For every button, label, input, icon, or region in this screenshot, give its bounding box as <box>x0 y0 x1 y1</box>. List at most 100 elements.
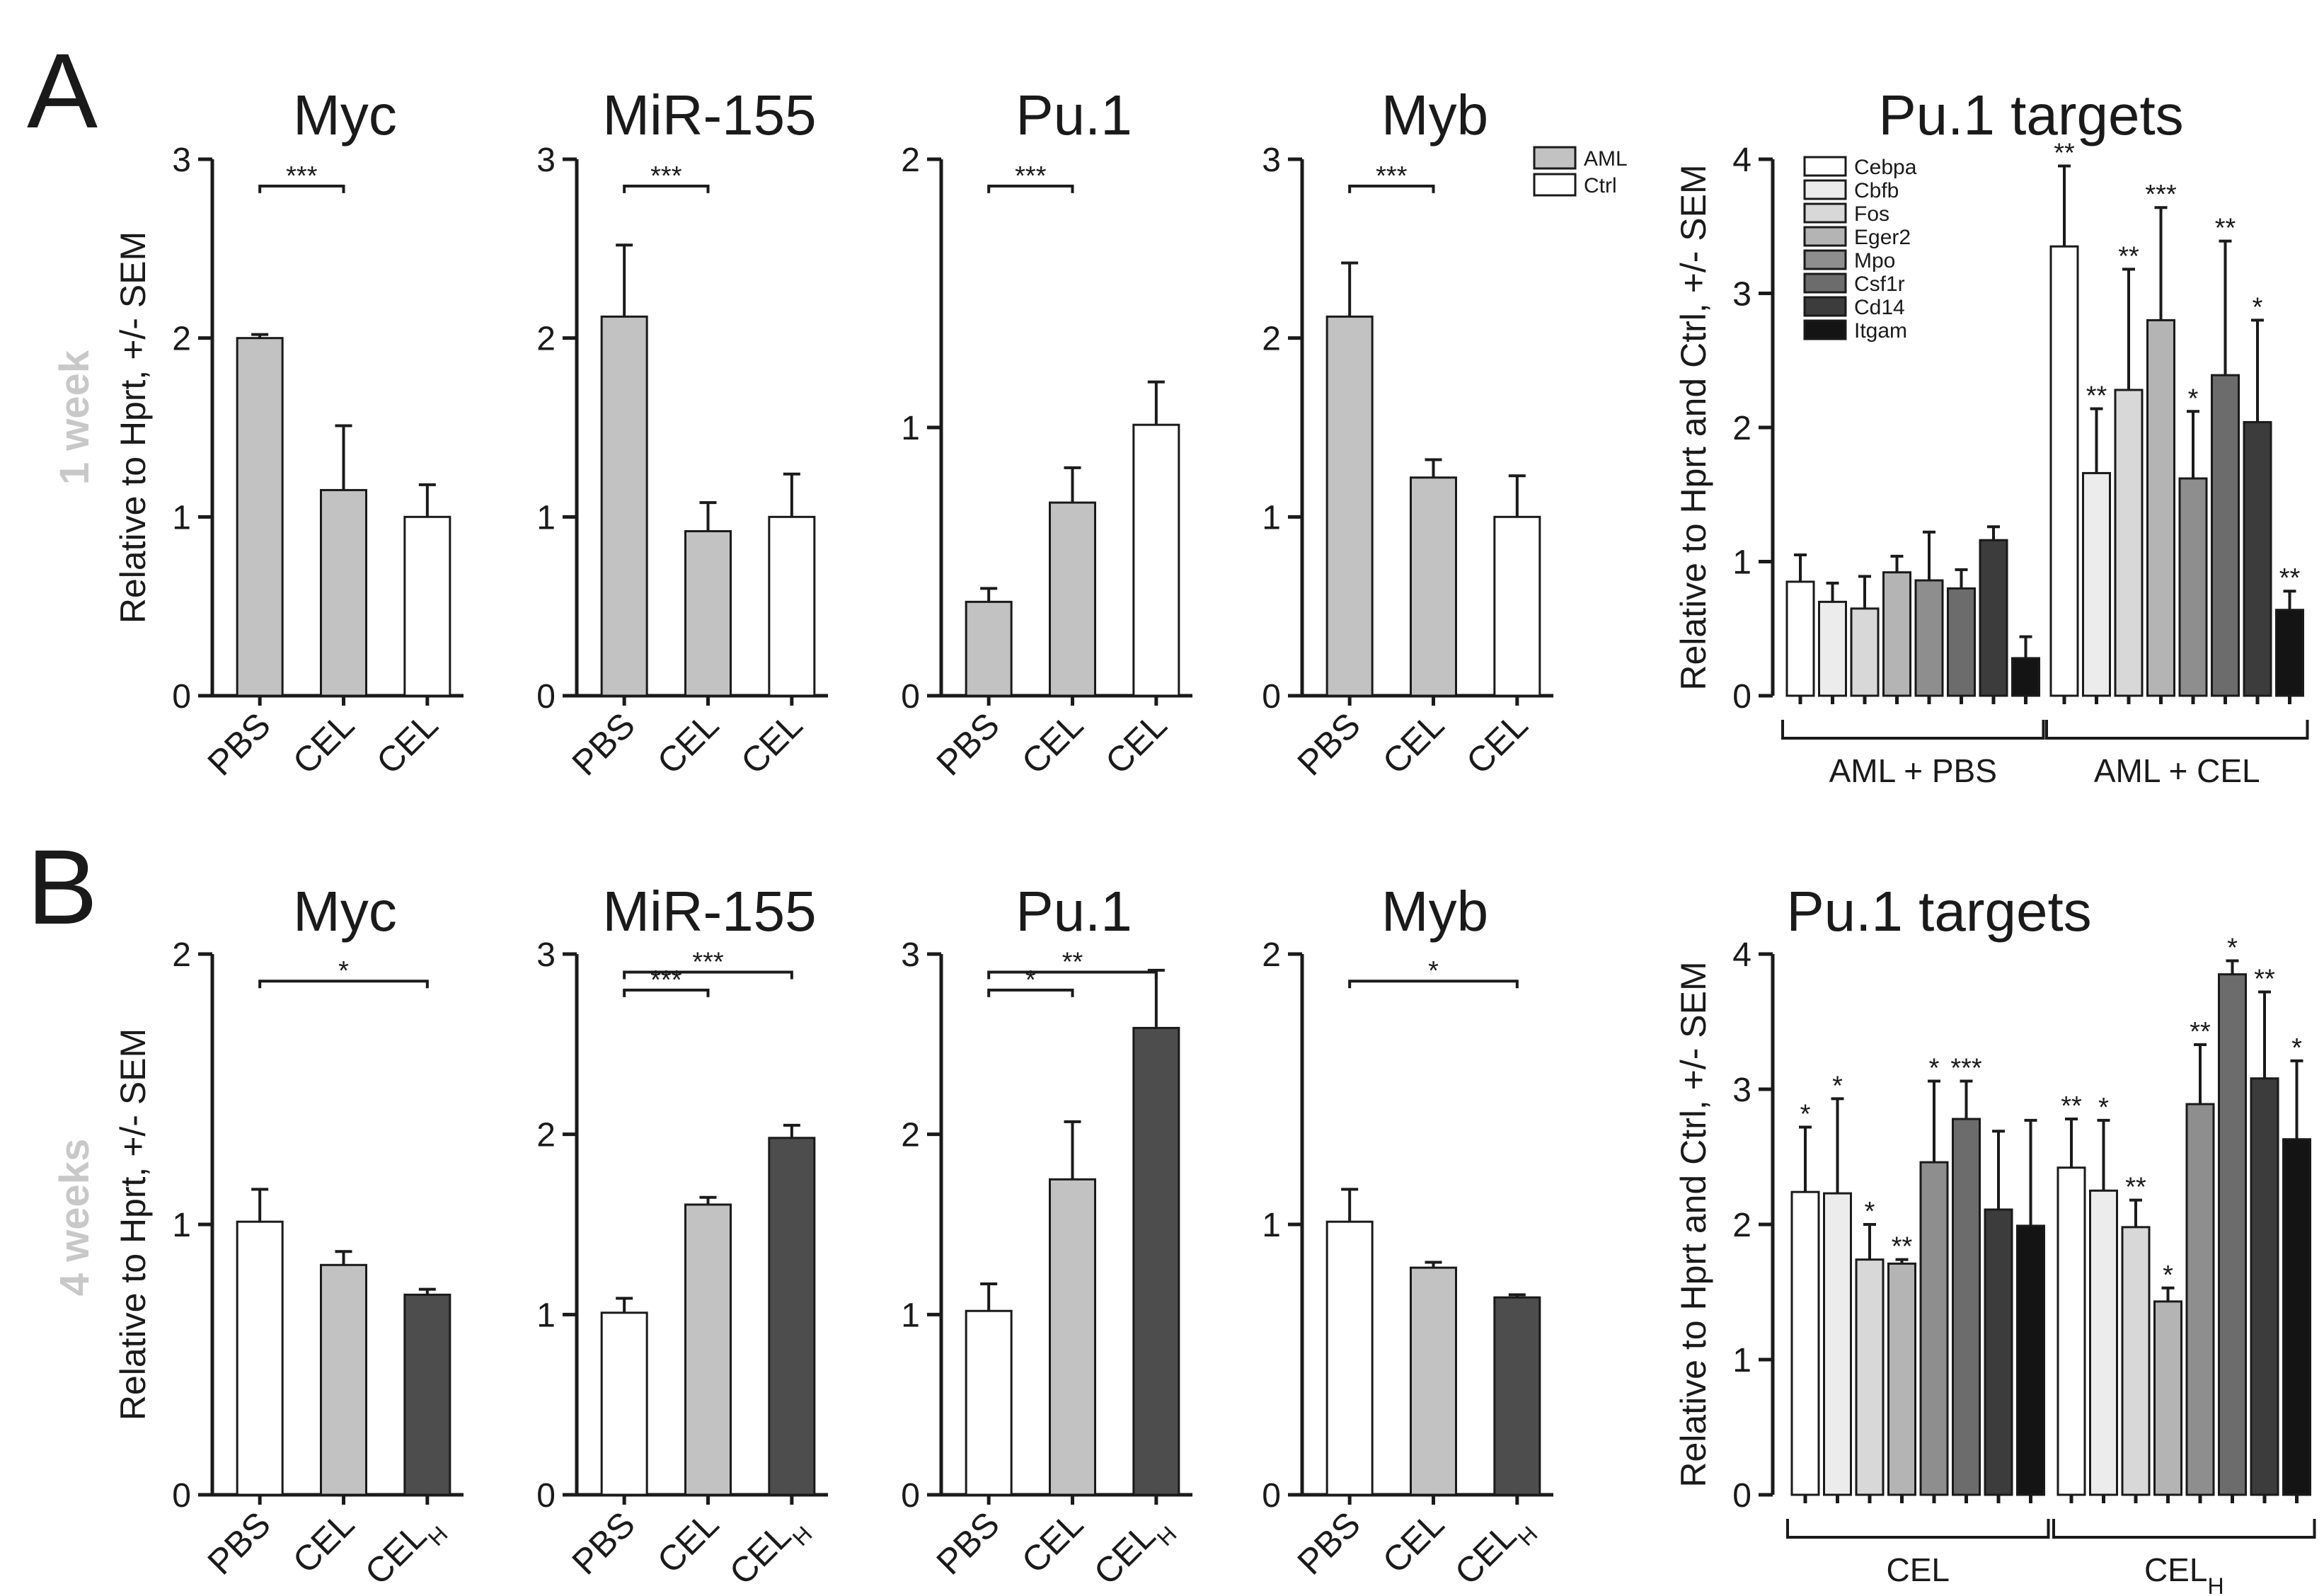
b-targets-sig-label-1-4: ** <box>2190 1017 2211 1047</box>
a-pu1-sig-label-0: *** <box>1015 161 1047 191</box>
a-myc-y-tick-label-0: 0 <box>172 678 191 716</box>
b-myc-x-tick-label-1: CEL <box>285 1504 362 1580</box>
a-targets-legend-label-cd14: Cd14 <box>1854 296 1905 319</box>
b-pu1-sig-bracket-1 <box>987 970 1158 980</box>
a-pu1-bar-1 <box>1049 501 1096 697</box>
b-myb-y-tick-label-0: 0 <box>1262 1477 1281 1515</box>
b-mir155-x-tick-label-2: CELH <box>722 1504 817 1596</box>
chart-b-myc: 0 1 2 Myc Relative to Hprt, +/- SEM PBS CELCEL… <box>113 880 464 1596</box>
b-mir155-sig-bracket-1 <box>623 970 793 980</box>
a-mir155-y-tick-label-0: 0 <box>536 678 556 716</box>
b-targets-bar-1-cd14 <box>2250 1077 2279 1496</box>
legend-swatch-ctrl <box>1533 173 1577 197</box>
a-myc-sig-label-0: *** <box>286 161 318 191</box>
a-mir155-x-tick-label-1: CEL <box>650 705 726 781</box>
a-targets-group-label-0: AML + PBS <box>1829 752 1997 789</box>
b-pu1-x-tick-label-1: CEL <box>1014 1504 1091 1580</box>
a-myb-sig-bracket-0 <box>1348 184 1435 193</box>
a-targets-legend-label-cbfb: Cbfb <box>1854 179 1899 202</box>
a-targets-legend-label-mpo: Mpo <box>1854 249 1895 272</box>
a-targets-bar-0-cbfb <box>1818 600 1847 697</box>
a-pu1-bar-2 <box>1132 423 1180 697</box>
b-targets-y-tick-label-0: 0 <box>1732 1477 1751 1515</box>
a-targets-bar-0-csf1r <box>1947 587 1976 697</box>
b-mir155-bar-0 <box>600 1311 648 1496</box>
a-targets-sig-label-1-1: ** <box>2086 381 2107 411</box>
b-targets-sig-label-0-1: * <box>1832 1071 1843 1101</box>
b-myc-x-tick-label-2: CELH <box>357 1504 453 1596</box>
a-targets-bar-0-eger2 <box>1882 571 1911 697</box>
a-myb-title: Myb <box>1381 84 1488 147</box>
b-targets-y-tick-label-1: 1 <box>1732 1342 1751 1379</box>
b-myc-sig-bracket-0 <box>258 980 429 989</box>
a-targets-group-label-1: AML + CEL <box>2094 752 2260 789</box>
b-myb-y-tick-label-1: 1 <box>1262 1207 1281 1244</box>
b-targets-bar-0-csf1r <box>1952 1118 1981 1496</box>
b-myc-bar-0 <box>236 1220 284 1496</box>
a-mir155-sig-label-0: *** <box>650 161 682 191</box>
b-targets-sig-label-1-1: * <box>2098 1093 2109 1123</box>
b-targets-sig-label-1-2: ** <box>2125 1173 2146 1202</box>
a-myc-y-tick-label-2: 2 <box>172 321 191 358</box>
b-pu1-sig-bracket-0 <box>987 988 1074 997</box>
a-targets-y-tick-label-1: 1 <box>1732 544 1751 582</box>
b-myb-sig-label-0: * <box>1428 956 1439 986</box>
a-myb-bar-1 <box>1410 476 1457 697</box>
a-targets-bar-1-cd14 <box>2243 420 2272 697</box>
a-mir155-x-tick-label-2: CEL <box>733 705 810 781</box>
panel-letter-a: A <box>27 31 98 150</box>
a-targets-bar-1-cbfb <box>2082 471 2111 697</box>
a-targets-bar-0-fos <box>1850 607 1880 697</box>
b-targets-bar-0-eger2 <box>1887 1262 1916 1496</box>
a-mir155-y-tick-label-2: 2 <box>536 321 556 358</box>
a-mir155-y-tick-label-3: 3 <box>536 142 556 179</box>
a-pu1-y-tick-label-1: 1 <box>901 410 920 447</box>
a-targets-sig-label-1-0: ** <box>2054 138 2075 168</box>
b-mir155-sig-label-1: *** <box>692 947 724 977</box>
b-targets-sig-label-0-2: * <box>1865 1197 1875 1227</box>
b-myc-y-tick-label-1: 1 <box>172 1207 191 1244</box>
a-mir155-y-tick-label-1: 1 <box>536 499 556 536</box>
b-mir155-y-tick-label-2: 2 <box>536 1117 556 1154</box>
a-myb-y-tick-label-3: 3 <box>1262 142 1281 179</box>
b-mir155-y-tick-label-3: 3 <box>536 936 556 974</box>
a-targets-group-bracket-0 <box>1781 720 2045 740</box>
a-mir155-sig-bracket-0 <box>623 184 710 193</box>
b-targets-bar-0-cbfb <box>1823 1192 1852 1496</box>
a-targets-bar-0-cebpa <box>1785 580 1815 697</box>
b-myc-y-tick-label-0: 0 <box>172 1477 191 1515</box>
a-mir155-bar-0 <box>600 315 648 697</box>
b-targets-sig-label-1-0: ** <box>2061 1091 2082 1121</box>
chart-b-pu1-targets: 0 1 2 3 4 Pu.1 targets Relative to Hprt and Ct… <box>1674 880 2316 1596</box>
b-targets-group-label-0: CEL <box>1887 1551 1950 1588</box>
a-myc-y-tick-label-3: 3 <box>172 142 191 179</box>
b-targets-sig-label-0-3: ** <box>1892 1232 1913 1262</box>
a-targets-sig-label-1-4: * <box>2188 384 2199 413</box>
b-myb-x-tick-label-1: CEL <box>1375 1504 1451 1580</box>
chart-a-pu1-targets: 0 1 2 3 4 Pu.1 targets Relative to Hprt and Ct… <box>1674 84 2309 789</box>
b-targets-sig-label-1-7: * <box>2291 1033 2302 1063</box>
a-targets-bar-1-fos <box>2114 389 2144 697</box>
b-myc-y-tick-label-2: 2 <box>172 936 191 974</box>
b-myb-bar-1 <box>1410 1266 1457 1496</box>
row-label-1-week: 1 week <box>52 350 98 485</box>
b-targets-bar-0-itgam <box>2016 1224 2045 1496</box>
a-myb-x-tick-label-0: PBS <box>1290 705 1368 783</box>
a-myc-x-tick-label-1: CEL <box>285 705 362 781</box>
a-targets-legend-label-cebpa: Cebpa <box>1854 156 1917 179</box>
b-pu1-y-tick-label-2: 2 <box>901 1117 920 1154</box>
a-myb-y-tick-label-0: 0 <box>1262 678 1281 716</box>
b-mir155-bar-2 <box>768 1137 816 1496</box>
a-targets-sig-label-1-3: *** <box>2145 180 2177 209</box>
b-myb-x-tick-label-0: PBS <box>1290 1504 1368 1582</box>
a-targets-legend-label-csf1r: Csf1r <box>1854 272 1905 296</box>
legend-swatch-aml <box>1533 146 1577 170</box>
a-myc-bar-0 <box>236 337 284 697</box>
a-targets-sig-label-1-7: ** <box>2279 563 2301 593</box>
legend-label-aml: AML <box>1584 147 1628 171</box>
a-targets-bar-0-cd14 <box>1979 539 2008 697</box>
b-targets-bar-1-csf1r <box>2218 973 2247 1496</box>
